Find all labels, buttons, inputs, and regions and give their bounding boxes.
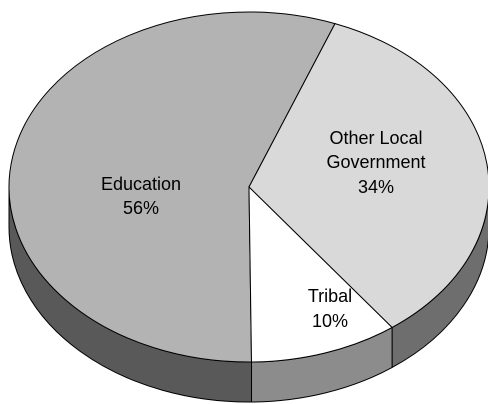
tribal-slice (248, 185, 393, 363)
education-slice (8, 11, 336, 363)
other-local-government-percent: 34% (358, 177, 394, 197)
tribal-percent: 10% (312, 311, 348, 331)
other-local-government-label-line2: Government (326, 152, 425, 172)
education-label: Education (101, 174, 181, 194)
education-percent: 56% (123, 198, 159, 218)
other-local-government-slice (248, 23, 488, 329)
tribal-label: Tribal (308, 286, 352, 306)
pie-slices (8, 11, 488, 363)
other-local-government-label-line1: Other Local (329, 128, 422, 148)
pie-labels: Education 56% Other Local Government 34%… (101, 128, 426, 331)
